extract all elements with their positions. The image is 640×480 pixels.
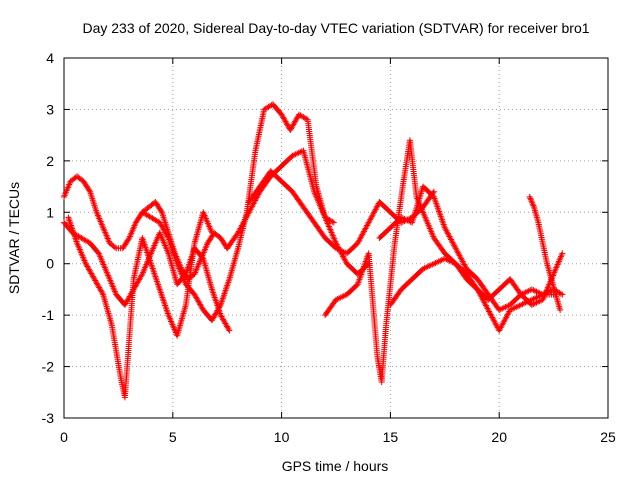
y-tick-label: 2 [46, 153, 54, 169]
data-point [559, 250, 566, 257]
data-point [557, 290, 564, 297]
axis-ticks: 0 5 10 15 20 25 -3 -2 -1 0 1 2 3 4 [42, 50, 616, 445]
series-track-5 [224, 147, 372, 277]
data-point [111, 244, 118, 251]
data-point [216, 303, 223, 310]
series-track-1 [61, 173, 231, 283]
data-point [86, 187, 93, 194]
data-point [529, 201, 536, 208]
data-point [208, 229, 215, 236]
x-tick-label: 25 [600, 429, 616, 445]
y-tick-label: 3 [46, 101, 54, 117]
data-point [528, 198, 535, 205]
data-point [199, 254, 206, 261]
y-tick-label: -2 [42, 359, 55, 375]
y-tick-label: -1 [42, 307, 55, 323]
data-point [125, 236, 132, 243]
data-point [330, 219, 337, 226]
data-point [526, 193, 533, 200]
series-track-6 [245, 168, 437, 257]
x-tick-label: 5 [169, 429, 177, 445]
data-point [559, 291, 566, 298]
y-tick-label: -3 [42, 410, 55, 426]
data-point [529, 199, 536, 206]
x-tick-label: 20 [491, 429, 507, 445]
data-point [226, 327, 233, 334]
data-point [527, 196, 534, 203]
series-track-8 [376, 183, 557, 313]
data-point [164, 233, 171, 240]
series-track-10 [526, 193, 564, 313]
data-point [329, 218, 336, 225]
data-point [158, 208, 165, 214]
plot-area-frame [63, 57, 609, 419]
y-tick-label: 4 [46, 50, 54, 66]
grid-lines [64, 58, 608, 418]
series-track-2 [61, 219, 233, 334]
y-tick-label: 0 [46, 256, 54, 272]
x-tick-label: 10 [274, 429, 290, 445]
series-track-3 [65, 209, 215, 401]
x-tick-label: 0 [60, 429, 68, 445]
data-point [557, 307, 564, 313]
data-point [527, 195, 534, 202]
data-point [99, 290, 106, 297]
series-track-9 [387, 250, 566, 308]
x-axis-label: GPS time / hours [282, 458, 389, 474]
data-point [430, 188, 437, 195]
data-points [61, 101, 566, 401]
chart-title: Day 233 of 2020, Sidereal Day-to-day VTE… [82, 20, 589, 36]
data-point [225, 326, 232, 333]
data-point [138, 272, 145, 279]
data-point [530, 202, 537, 209]
y-axis-label: SDTVAR / TECUs [6, 182, 22, 294]
y-tick-label: 1 [46, 204, 54, 220]
x-tick-label: 15 [383, 429, 399, 445]
